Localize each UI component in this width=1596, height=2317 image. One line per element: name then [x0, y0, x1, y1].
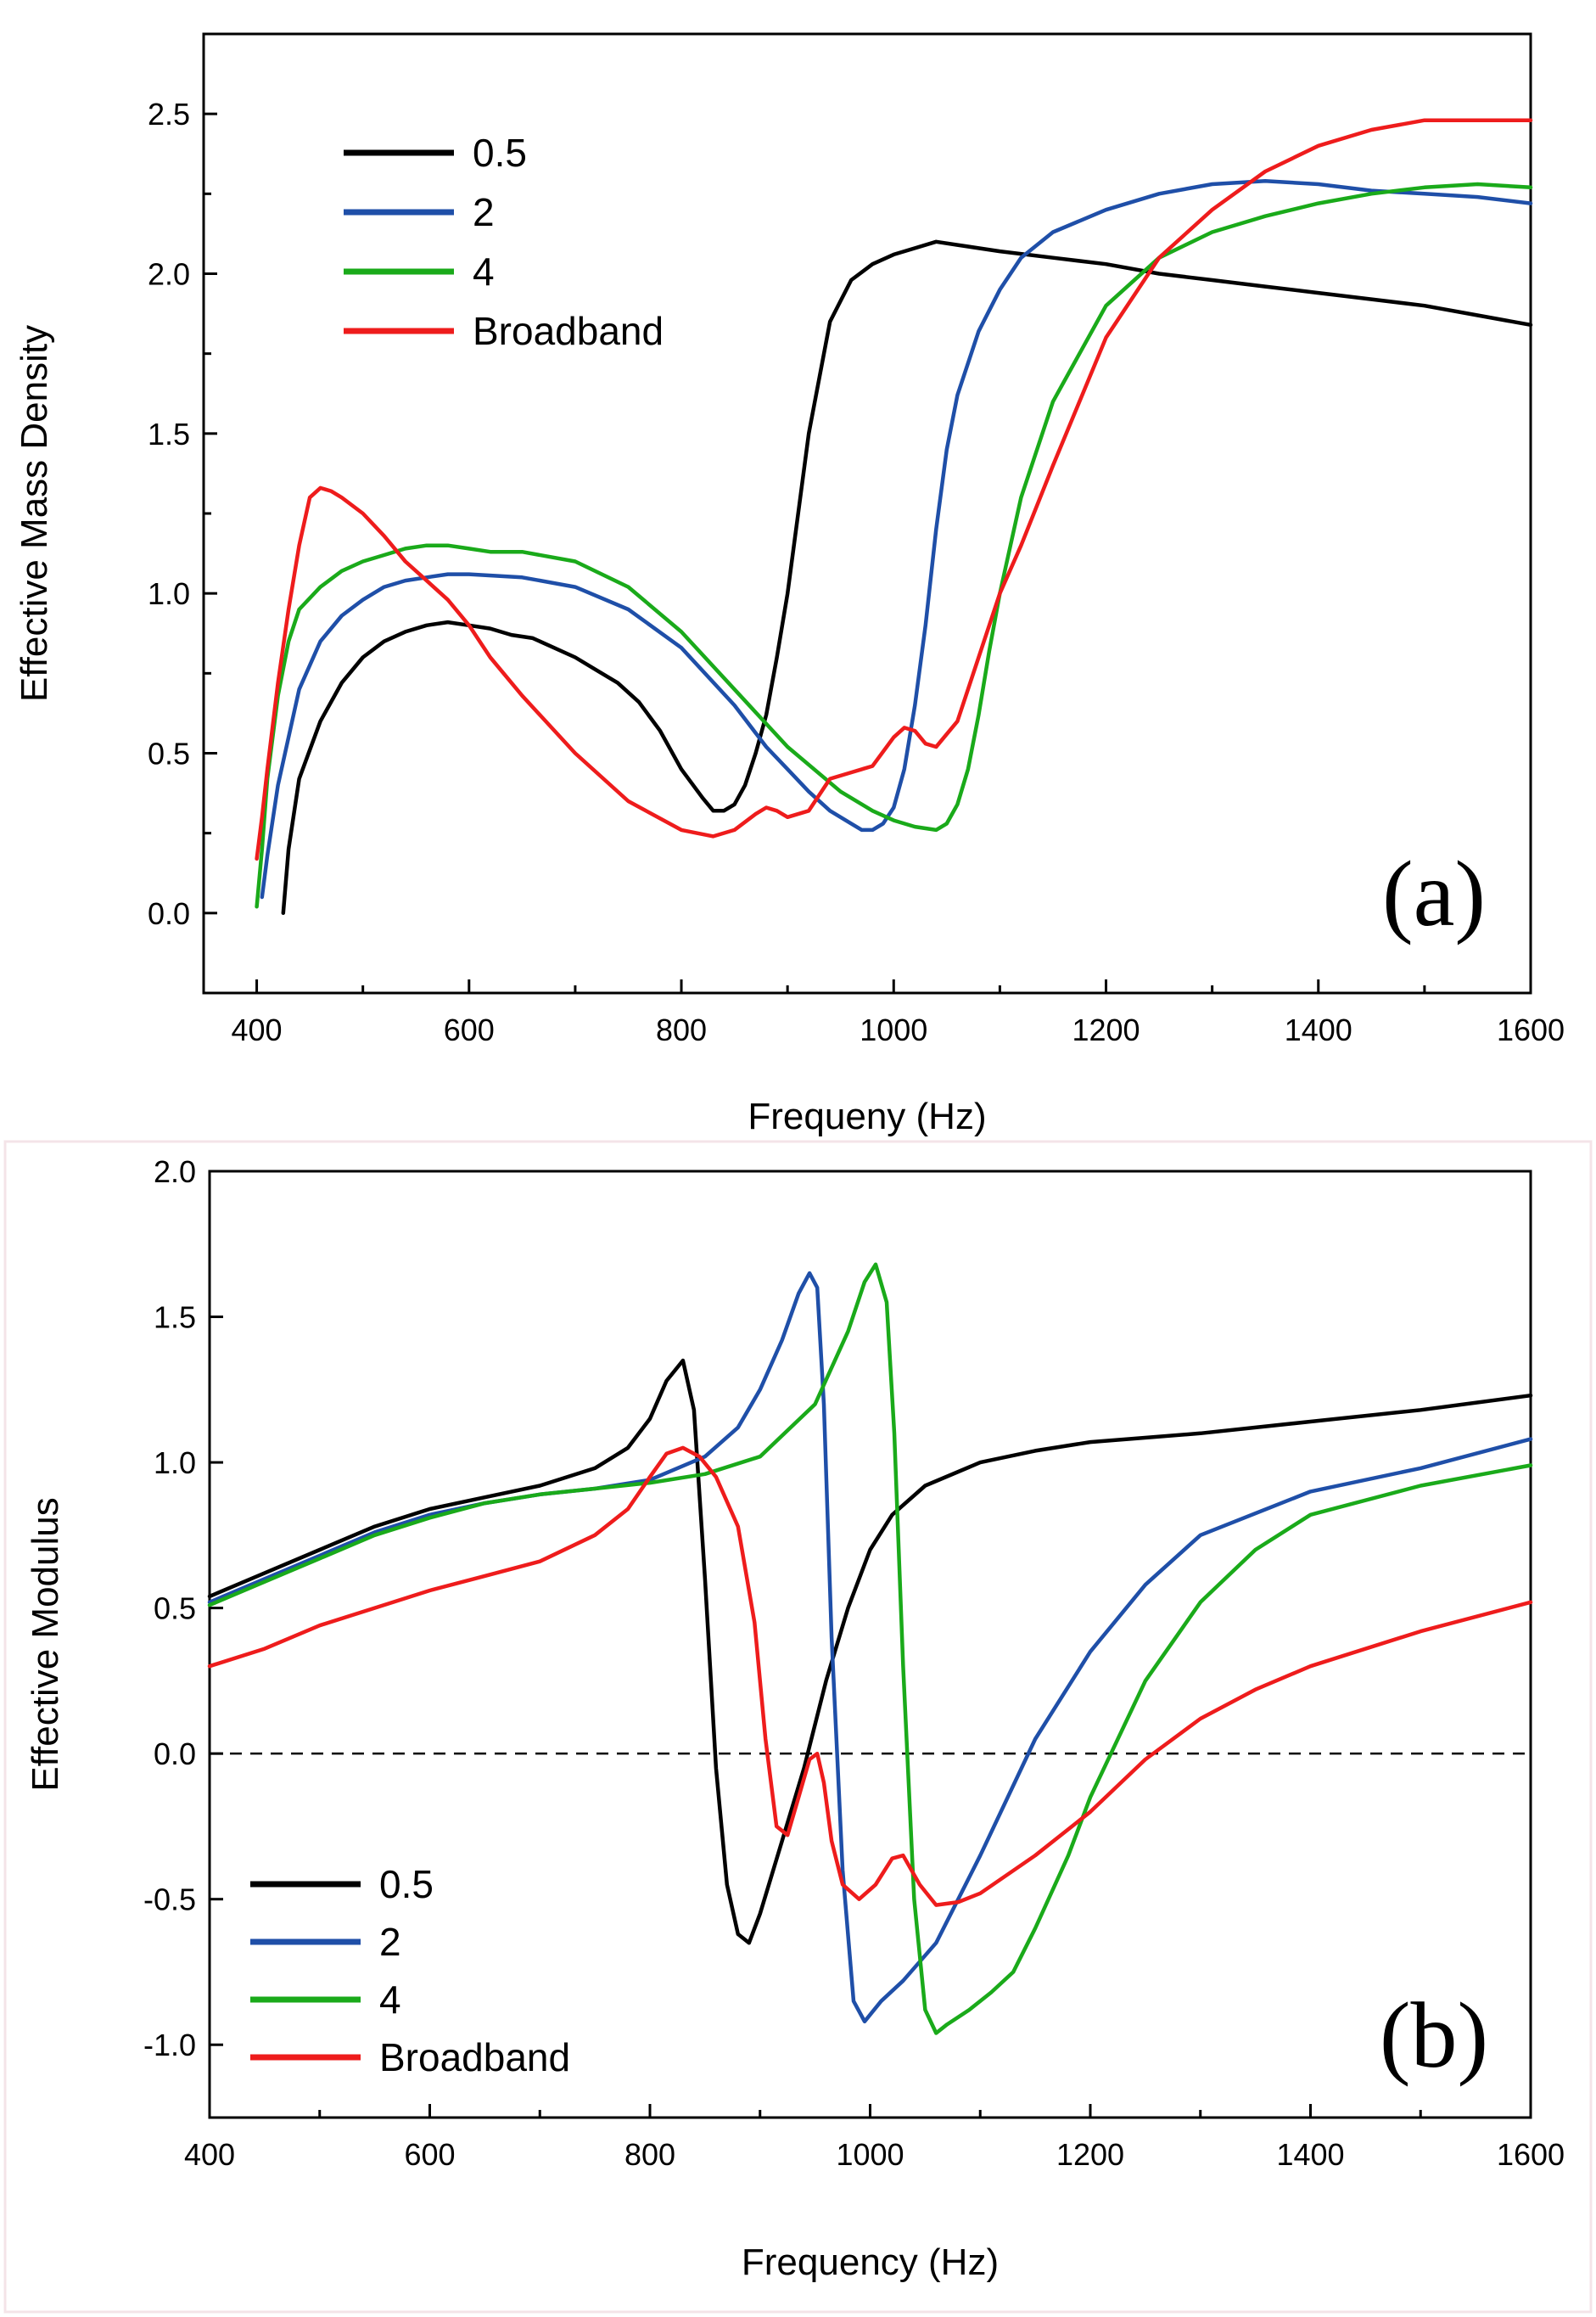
panel-a-y-tick-label: 1.5	[148, 417, 190, 452]
panel-a-y-tick-label: 2.0	[148, 257, 190, 292]
panel-b-legend-label: 2	[379, 1920, 401, 1964]
panel-b-y-tick-label: -0.5	[143, 1882, 196, 1917]
panel-a-x-tick-label: 1000	[860, 1013, 927, 1047]
panel-b-outline	[3, 1140, 1593, 2314]
panel-a-legend-label: 0.5	[473, 131, 527, 175]
panel-b-legend-label: Broadband	[379, 2035, 570, 2079]
panel-b-series-line-4	[207, 1445, 1533, 1907]
panel-a-label: (a)	[1382, 842, 1486, 945]
panel-a-y-axis-title: Effective Mass Density	[14, 325, 55, 702]
panel-b-y-tick-label: 1.0	[154, 1445, 196, 1480]
panel-a-x-tick-label: 600	[444, 1013, 495, 1047]
panel-a-legend-label: 2	[473, 190, 495, 234]
panel-b-series-line-1	[207, 1358, 1533, 1945]
panel-a-y-tick-label: 0.5	[148, 737, 190, 771]
panel-b-legend-label: 4	[379, 1978, 401, 2022]
panel-b-y-tick-label: -1.0	[143, 2028, 196, 2062]
panel-a-x-axis-title: Frequeny (Hz)	[748, 1096, 986, 1137]
panel-b-y-tick-label: 0.5	[154, 1591, 196, 1626]
panel-b-x-tick-label: 1400	[1276, 2137, 1344, 2172]
panel-a-x-tick-label: 400	[232, 1013, 283, 1047]
panel-b-x-axis-title: Frequency (Hz)	[742, 2241, 999, 2283]
panel-a-y-tick-label: 2.5	[148, 97, 190, 132]
panel-b-y-tick-label: 0.0	[154, 1736, 196, 1771]
panel-a-x-tick-label: 800	[656, 1013, 707, 1047]
panel-a-x-tick-label: 1600	[1497, 1013, 1565, 1047]
panel-a-series-line-1	[281, 239, 1533, 916]
panel-b-x-tick-label: 1600	[1497, 2137, 1565, 2172]
panel-a-legend-label: 4	[473, 250, 495, 294]
panel-b-label: (b)	[1380, 1983, 1488, 2087]
panel-a-x-tick-label: 1200	[1072, 1013, 1140, 1047]
panel-b-x-tick-label: 600	[404, 2137, 455, 2172]
panel-b-series-line-3	[207, 1262, 1533, 2035]
panel-a-legend-label: Broadband	[473, 309, 664, 353]
panel-a-x-tick-label: 1400	[1285, 1013, 1352, 1047]
panel-b-x-tick-label: 800	[624, 2137, 675, 2172]
panel-b-y-axis-title: Effective Modulus	[25, 1497, 66, 1791]
panel-b-y-tick-label: 2.0	[154, 1154, 196, 1189]
panel-a: Frequeny (Hz) Effective Mass Density (a)…	[14, 32, 1565, 1137]
panel-a-series-line-2	[260, 179, 1533, 900]
panel-a-y-tick-label: 0.0	[148, 896, 190, 931]
panel-b-x-tick-label: 400	[184, 2137, 235, 2172]
panel-b-x-tick-label: 1200	[1056, 2137, 1124, 2172]
panel-a-y-tick-label: 1.0	[148, 576, 190, 611]
panel-b-x-tick-label: 1000	[836, 2137, 904, 2172]
panel-b-y-tick-label: 1.5	[154, 1300, 196, 1335]
panel-b-legend-label: 0.5	[379, 1862, 434, 1906]
panel-b: Frequency (Hz) Effective Modulus (b) 400…	[25, 1154, 1565, 2283]
panel-a-series-line-4	[255, 118, 1533, 861]
